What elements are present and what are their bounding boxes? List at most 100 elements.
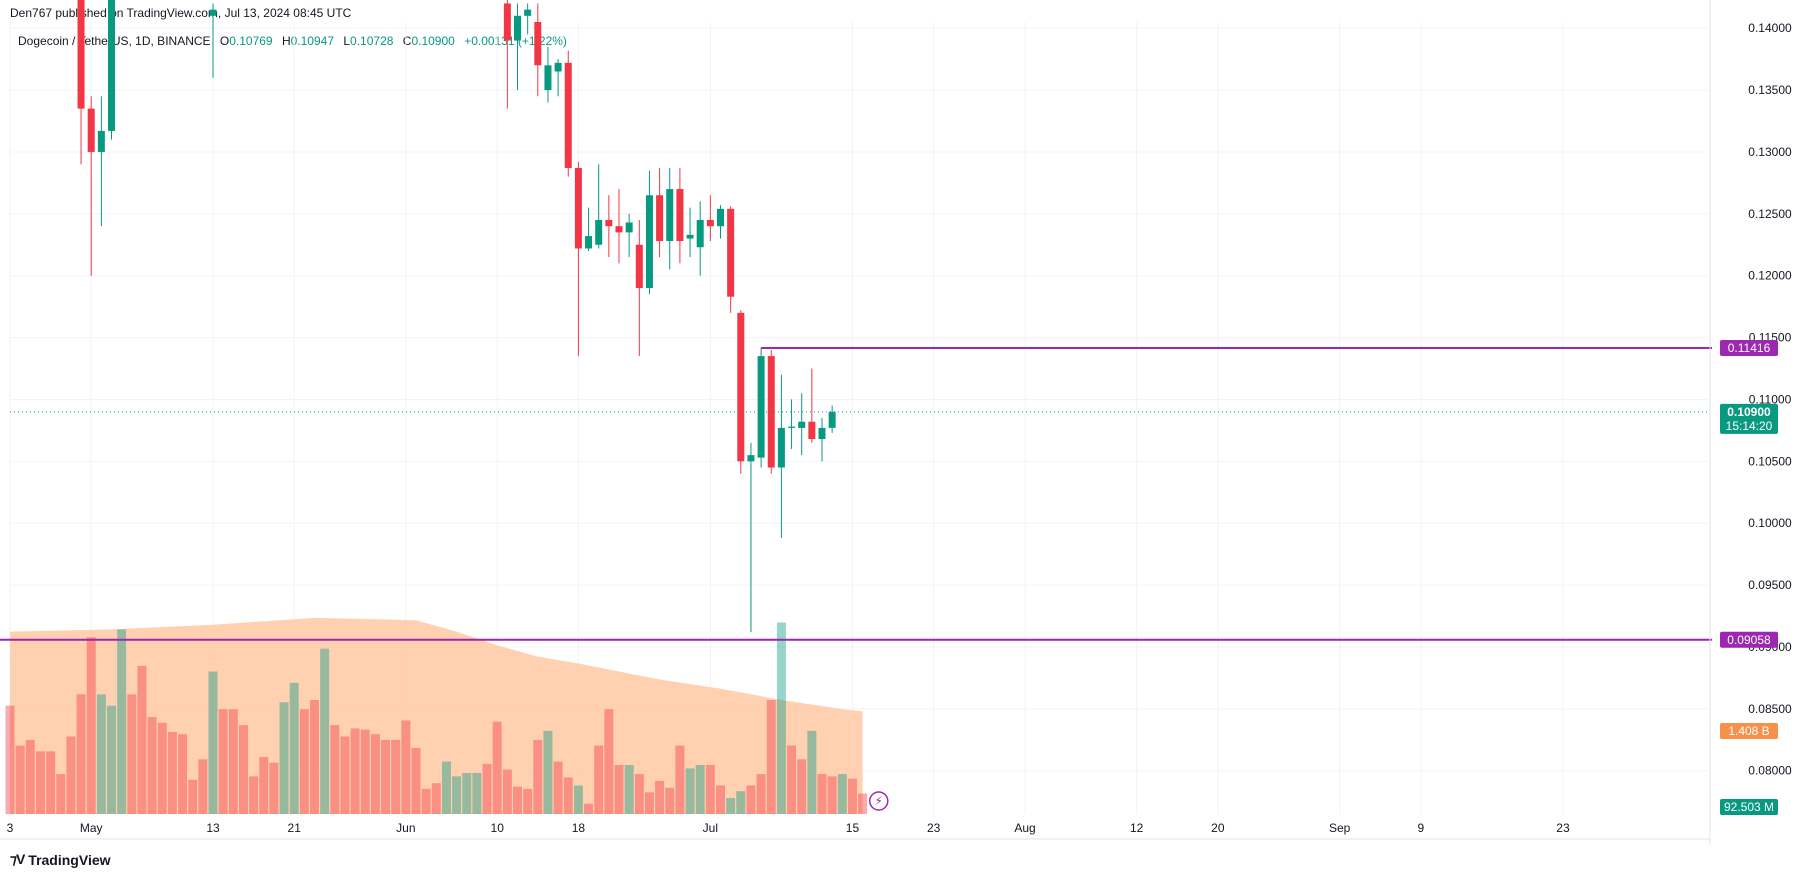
tradingview-logo[interactable]: ⁊V TradingView: [10, 851, 111, 868]
volume-bar: [472, 772, 482, 814]
volume-bar: [553, 761, 563, 814]
candle-body: [676, 189, 684, 242]
tradingview-logo-text: TradingView: [28, 851, 111, 868]
volume-bar: [299, 709, 309, 814]
y-tick-label: 0.13000: [1748, 145, 1792, 159]
candle-body: [108, 0, 115, 131]
volume-bar: [35, 751, 45, 814]
x-tick-label: 18: [572, 821, 586, 835]
volume-bar: [350, 728, 360, 814]
volume-bar: [513, 786, 522, 814]
candle-body: [585, 236, 593, 249]
candle-body: [717, 208, 724, 227]
volume-bar: [401, 720, 411, 814]
volume-bar: [807, 730, 817, 814]
volume-bar: [594, 745, 604, 814]
volume-current-badge-bg: [1720, 799, 1778, 815]
volume-bar: [726, 798, 736, 814]
volume-ma-badge-bg: [1720, 723, 1778, 739]
legend-high-value: 0.10947: [290, 34, 335, 48]
volume-bar: [370, 734, 380, 814]
candle-body: [645, 195, 653, 289]
last-price-badge-bg: [1720, 403, 1778, 434]
candle-body: [97, 130, 105, 152]
level-badge: 0.11416: [1728, 341, 1771, 355]
candle-body: [727, 208, 735, 297]
volume-bar: [675, 745, 685, 814]
volume-bar: [310, 700, 319, 814]
y-tick-label: 0.10500: [1748, 454, 1792, 468]
x-tick-label: Jun: [396, 821, 415, 835]
x-tick-label: 9: [1418, 821, 1425, 835]
level-badge-bg: [1720, 339, 1778, 356]
candle-body: [706, 220, 714, 227]
volume-bar: [695, 764, 705, 814]
x-tick-label: 20: [1211, 821, 1225, 835]
volume-bar: [482, 763, 492, 814]
volume-bar: [46, 751, 56, 814]
candle-body: [828, 411, 836, 428]
tradingview-logo-icon: ⁊V: [10, 851, 25, 867]
legend-low-label: L: [343, 34, 351, 48]
y-tick-label: 0.11000: [1749, 392, 1792, 406]
candle-body: [656, 195, 664, 242]
volume-bar: [86, 637, 96, 814]
volume-bar: [421, 788, 431, 814]
y-tick-label: 0.09500: [1748, 578, 1792, 592]
volume-bar: [198, 759, 208, 814]
countdown-badge: 15:14:20: [1726, 419, 1773, 433]
candle-body: [574, 168, 582, 249]
volume-bar: [137, 665, 147, 814]
volume-bar: [66, 736, 76, 814]
volume-bar: [238, 725, 248, 814]
y-tick-label: 0.08000: [1748, 764, 1792, 778]
x-tick-label: 3: [7, 821, 14, 835]
x-tick-label: 12: [1130, 821, 1144, 835]
x-tick-label: Jul: [703, 821, 718, 835]
volume-bar: [178, 734, 188, 814]
volume-bar: [573, 785, 583, 814]
volume-bar: [431, 783, 441, 814]
candle-body: [767, 356, 775, 468]
volume-bar: [644, 792, 654, 814]
candle-body: [635, 244, 643, 289]
candle-body: [544, 65, 552, 91]
candle-body: [808, 421, 816, 440]
volume-bar: [117, 629, 127, 814]
x-tick-label: 15: [846, 821, 860, 835]
volume-bar: [289, 682, 299, 814]
candle-body: [615, 226, 623, 233]
y-tick-label: 0.12500: [1748, 207, 1792, 221]
volume-ma-badge: 1.408 B: [1728, 724, 1769, 738]
volume-bar: [746, 785, 756, 814]
y-tick-label: 0.14000: [1748, 21, 1792, 35]
candle-body: [77, 0, 85, 109]
flash-icon-ring: [869, 791, 889, 811]
volume-bar: [787, 745, 797, 814]
candle-body: [788, 426, 796, 428]
y-tick-label: 0.08500: [1748, 702, 1792, 716]
y-tick-label: 0.13500: [1748, 83, 1792, 97]
volume-bar: [452, 776, 462, 814]
volume-bar: [634, 774, 644, 814]
volume-bar: [766, 700, 776, 814]
legend-open-label: O: [219, 34, 230, 48]
candle-body: [666, 189, 674, 242]
flash-icon: ⚡: [875, 794, 883, 808]
volume-bar: [157, 722, 167, 814]
volume-bar: [381, 739, 391, 814]
volume-bar: [107, 705, 116, 814]
x-tick-label: Aug: [1014, 821, 1035, 835]
volume-bar: [340, 736, 350, 814]
volume-bar: [584, 803, 594, 814]
volume-bar: [411, 747, 421, 814]
volume-bar: [269, 762, 279, 814]
volume-bar: [502, 769, 512, 814]
volume-bar: [320, 648, 330, 814]
volume-bar: [665, 787, 675, 814]
legend-close-value: 0.10900: [411, 34, 455, 48]
volume-bar: [533, 739, 543, 814]
volume-bar: [208, 671, 218, 814]
last-price-badge: 0.10900: [1727, 405, 1771, 419]
